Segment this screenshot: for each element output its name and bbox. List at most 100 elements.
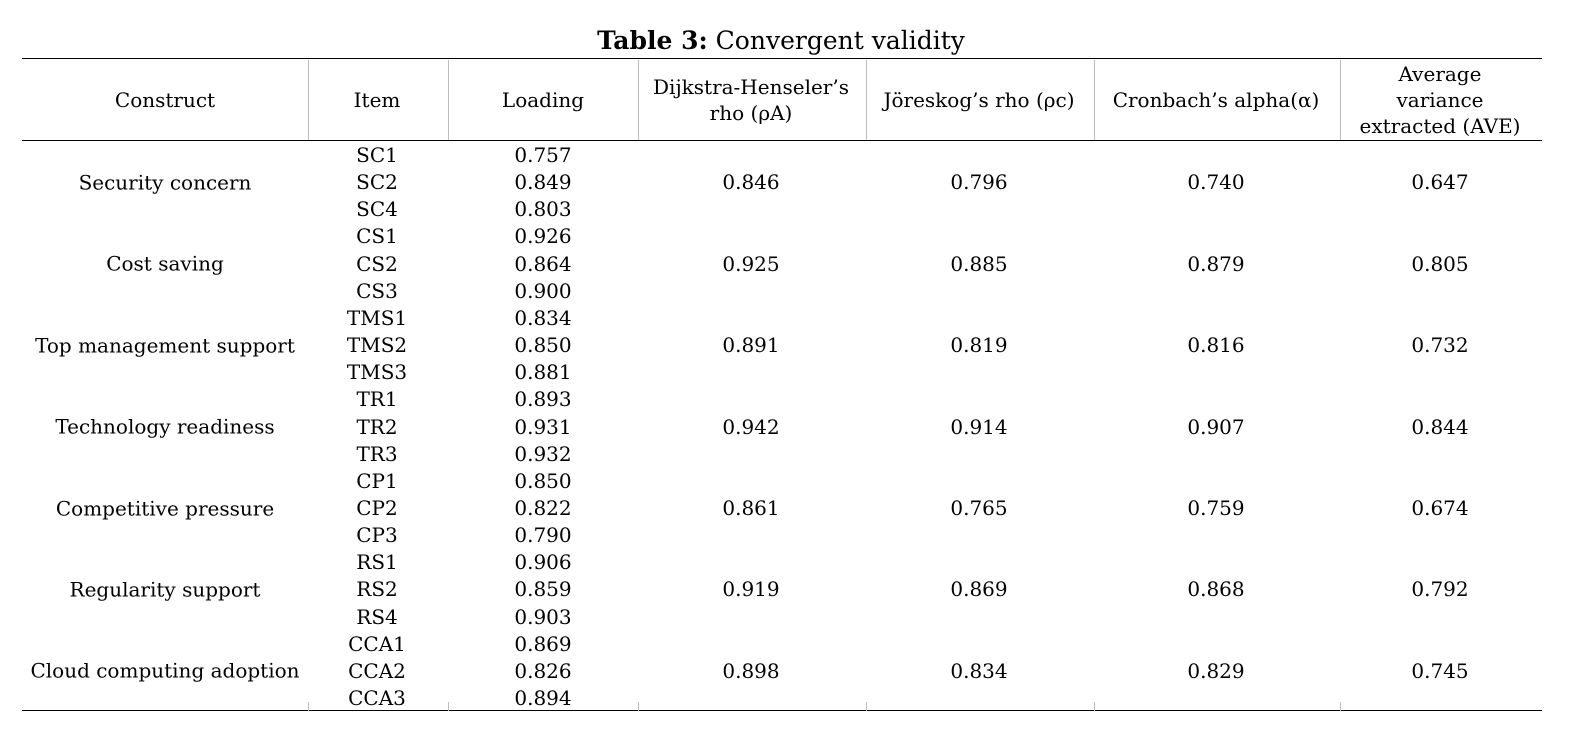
- rho-c-cell: 0.885: [950, 251, 1008, 276]
- construct-cell: Security concern: [78, 170, 252, 195]
- column-separator: [448, 702, 449, 711]
- loading-cell: 0.932: [514, 441, 572, 466]
- column-separator: [1340, 702, 1341, 711]
- rho-c-cell: 0.914: [950, 414, 1008, 439]
- construct-cell: Technology readiness: [55, 414, 275, 439]
- item-cell: SC2: [356, 170, 398, 195]
- alpha-cell: 0.829: [1187, 658, 1245, 683]
- header-construct: Construct: [114, 88, 216, 112]
- item-cell: CCA3: [348, 686, 406, 710]
- header-rho-a: Dijkstra-Henseler’s rho (ρA): [653, 75, 849, 125]
- loading-cell: 0.849: [514, 170, 572, 195]
- rho-a-cell: 0.846: [722, 170, 780, 195]
- loading-cell: 0.906: [514, 550, 572, 575]
- construct-cell: Cost saving: [106, 251, 224, 276]
- table-caption-label: Table 3:: [597, 26, 708, 55]
- ave-cell: 0.792: [1411, 577, 1469, 602]
- item-cell: RS1: [356, 550, 398, 575]
- item-cell: TR3: [356, 441, 398, 466]
- column-separator: [1094, 702, 1095, 711]
- item-cell: RS4: [356, 604, 398, 629]
- table-top-rule: [22, 58, 1542, 59]
- item-cell: RS2: [356, 577, 398, 602]
- construct-cell: Regularity support: [69, 577, 261, 602]
- column-separator: [866, 60, 867, 140]
- column-separator: [308, 702, 309, 711]
- construct-cell: Top management support: [35, 333, 295, 358]
- loading-cell: 0.931: [514, 414, 572, 439]
- ave-cell: 0.732: [1411, 333, 1469, 358]
- rho-c-cell: 0.869: [950, 577, 1008, 602]
- construct-cell: Competitive pressure: [55, 496, 275, 521]
- rho-c-cell: 0.765: [950, 495, 1008, 520]
- table-header-rule: [22, 140, 1542, 141]
- item-cell: CP1: [356, 468, 398, 493]
- table-bottom-rule: [22, 710, 1542, 711]
- loading-cell: 0.790: [514, 523, 572, 548]
- loading-cell: 0.881: [514, 360, 572, 385]
- table-caption: Table 3: Convergent validity: [0, 26, 1562, 56]
- ave-cell: 0.844: [1411, 414, 1469, 439]
- loading-cell: 0.859: [514, 577, 572, 602]
- alpha-cell: 0.868: [1187, 577, 1245, 602]
- alpha-cell: 0.879: [1187, 251, 1245, 276]
- loading-cell: 0.893: [514, 387, 572, 412]
- loading-cell: 0.900: [514, 278, 572, 303]
- rho-a-cell: 0.898: [722, 658, 780, 683]
- column-separator: [1094, 60, 1095, 140]
- header-ave: Average variance extracted (AVE): [1359, 62, 1521, 138]
- rho-c-cell: 0.834: [950, 658, 1008, 683]
- rho-a-cell: 0.919: [722, 577, 780, 602]
- rho-a-cell: 0.925: [722, 251, 780, 276]
- loading-cell: 0.757: [514, 143, 572, 167]
- rho-c-cell: 0.819: [950, 333, 1008, 358]
- table-caption-text: Convergent validity: [715, 26, 965, 55]
- loading-cell: 0.826: [514, 658, 572, 683]
- item-cell: TMS2: [346, 333, 408, 358]
- column-separator: [448, 60, 449, 140]
- item-cell: TMS1: [346, 305, 408, 330]
- rho-a-cell: 0.891: [722, 333, 780, 358]
- ave-cell: 0.647: [1411, 170, 1469, 195]
- loading-cell: 0.850: [514, 333, 572, 358]
- ave-cell: 0.805: [1411, 251, 1469, 276]
- column-separator: [638, 702, 639, 711]
- loading-cell: 0.850: [514, 468, 572, 493]
- alpha-cell: 0.816: [1187, 333, 1245, 358]
- column-separator: [1340, 60, 1341, 140]
- item-cell: TR1: [356, 387, 398, 412]
- loading-cell: 0.903: [514, 604, 572, 629]
- header-alpha: Cronbach’s alpha(α): [1112, 88, 1320, 112]
- item-cell: CCA2: [348, 658, 406, 683]
- rho-a-cell: 0.942: [722, 414, 780, 439]
- item-cell: CP3: [356, 523, 398, 548]
- rho-c-cell: 0.796: [950, 170, 1008, 195]
- item-cell: SC4: [356, 197, 398, 222]
- loading-cell: 0.834: [514, 305, 572, 330]
- item-cell: CCA1: [348, 631, 406, 656]
- item-cell: CS2: [356, 251, 398, 276]
- loading-cell: 0.822: [514, 495, 572, 520]
- ave-cell: 0.674: [1411, 495, 1469, 520]
- header-item: Item: [353, 88, 401, 112]
- item-cell: CP2: [356, 495, 398, 520]
- loading-cell: 0.869: [514, 631, 572, 656]
- item-cell: CS1: [356, 224, 398, 249]
- header-rho-c: Jöreskog’s rho (ρc): [883, 88, 1075, 112]
- item-cell: SC1: [356, 143, 398, 167]
- loading-cell: 0.926: [514, 224, 572, 249]
- column-separator: [638, 60, 639, 140]
- construct-cell: Cloud computing adoption: [30, 658, 300, 683]
- ave-cell: 0.745: [1411, 658, 1469, 683]
- header-loading: Loading: [501, 88, 585, 112]
- loading-cell: 0.803: [514, 197, 572, 222]
- item-cell: TR2: [356, 414, 398, 439]
- item-cell: CS3: [356, 278, 398, 303]
- alpha-cell: 0.759: [1187, 495, 1245, 520]
- column-separator: [866, 702, 867, 711]
- item-cell: TMS3: [346, 360, 408, 385]
- rho-a-cell: 0.861: [722, 495, 780, 520]
- column-separator: [308, 60, 309, 140]
- alpha-cell: 0.907: [1187, 414, 1245, 439]
- alpha-cell: 0.740: [1187, 170, 1245, 195]
